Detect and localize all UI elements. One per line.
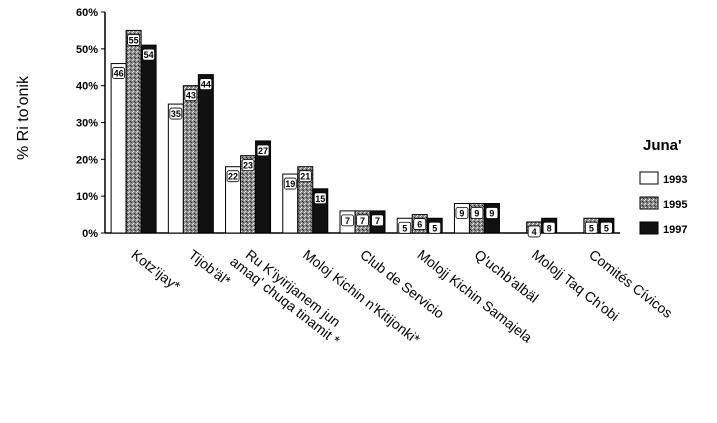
- data-label: 19: [285, 179, 295, 189]
- data-label: 7: [345, 216, 350, 226]
- y-tick-label: 40%: [76, 81, 98, 93]
- y-tick-label: 30%: [76, 118, 98, 130]
- legend-swatch-1995: [639, 196, 659, 210]
- data-label-box: [184, 89, 198, 102]
- data-label-box: [241, 159, 255, 172]
- data-label: 5: [589, 223, 594, 233]
- data-label: 55: [129, 35, 139, 45]
- data-label-box: [298, 170, 312, 183]
- legend: Juna' 1993 1995 1997: [639, 137, 687, 236]
- y-tick-label: 20%: [76, 154, 98, 166]
- data-label-box: [127, 34, 141, 46]
- y-tick-label: 0%: [82, 228, 98, 240]
- bar-1997: [197, 74, 214, 234]
- data-label-box: [199, 78, 213, 91]
- data-label-box: [371, 214, 384, 227]
- data-label: 5: [432, 223, 437, 233]
- x-tick-label: Tijob'äl*: [186, 246, 235, 289]
- data-label: 43: [186, 91, 196, 101]
- data-label: 46: [114, 69, 124, 79]
- data-label: 5: [604, 223, 609, 233]
- axes: 0% 10% 20% 30% 40% 50% 60%: [76, 7, 620, 240]
- data-label-box: [527, 225, 541, 238]
- data-label-box: [584, 221, 598, 234]
- data-label-box: [256, 144, 270, 157]
- bar-1995: [182, 85, 199, 234]
- data-label: 9: [489, 209, 494, 219]
- data-label-box: [485, 207, 499, 219]
- x-tick-label: Kotz'ijay*: [128, 246, 183, 294]
- x-tick-label-line: Tijob'äl*: [186, 246, 235, 289]
- y-tick-label: 60%: [76, 7, 98, 19]
- data-label: 6: [417, 220, 422, 230]
- data-label: 7: [360, 216, 365, 226]
- data-label: 35: [171, 109, 181, 119]
- x-tick-label-line: Kotz'ijay*: [128, 246, 183, 294]
- bar-1997: [140, 44, 157, 234]
- legend-label: 1997: [663, 224, 687, 236]
- data-label-box: [226, 170, 240, 183]
- data-label: 54: [144, 50, 154, 60]
- data-label-box: [112, 67, 126, 79]
- data-label: 5: [402, 223, 407, 233]
- bar-1993: [110, 63, 127, 234]
- data-label: 44: [201, 80, 211, 90]
- data-label-box: [470, 207, 484, 219]
- bar-1997: [255, 140, 272, 234]
- data-label: 9: [474, 209, 479, 219]
- data-label: 4: [532, 227, 537, 237]
- data-label-box: [169, 107, 183, 120]
- data-label-box: [142, 48, 156, 61]
- data-label-box: [356, 214, 369, 227]
- data-label: 15: [315, 194, 325, 204]
- legend-label: 1995: [663, 199, 687, 211]
- bar-1995: [125, 29, 142, 234]
- data-label: 27: [258, 146, 268, 156]
- data-label-box: [599, 221, 613, 234]
- bar-1993: [167, 103, 184, 234]
- y-axis-label: % Ri to'onik: [15, 75, 32, 160]
- data-label: 22: [228, 172, 238, 182]
- data-label-box: [542, 221, 556, 234]
- data-label-box: [283, 177, 297, 190]
- legend-label: 1993: [663, 174, 687, 186]
- y-tick-label: 10%: [76, 191, 98, 203]
- data-label: 7: [375, 216, 380, 226]
- legend-title: Juna': [643, 137, 682, 154]
- data-label-box: [413, 218, 427, 230]
- data-label: 8: [547, 223, 552, 233]
- data-label-box: [428, 221, 442, 234]
- data-label: 23: [243, 161, 253, 171]
- legend-swatch-1997: [639, 221, 659, 235]
- data-label-box: [341, 214, 354, 227]
- data-label-box: [455, 207, 469, 219]
- x-tick-labels: Kotz'ijay* Tijob'äl* Ru K'iyirijanem junam…: [128, 246, 675, 348]
- data-label: 9: [459, 209, 464, 219]
- legend-swatch-1993: [639, 171, 659, 185]
- data-label: 21: [300, 172, 310, 182]
- data-label-box: [398, 221, 412, 234]
- y-tick-label: 50%: [76, 44, 98, 56]
- data-label-box: [313, 192, 327, 205]
